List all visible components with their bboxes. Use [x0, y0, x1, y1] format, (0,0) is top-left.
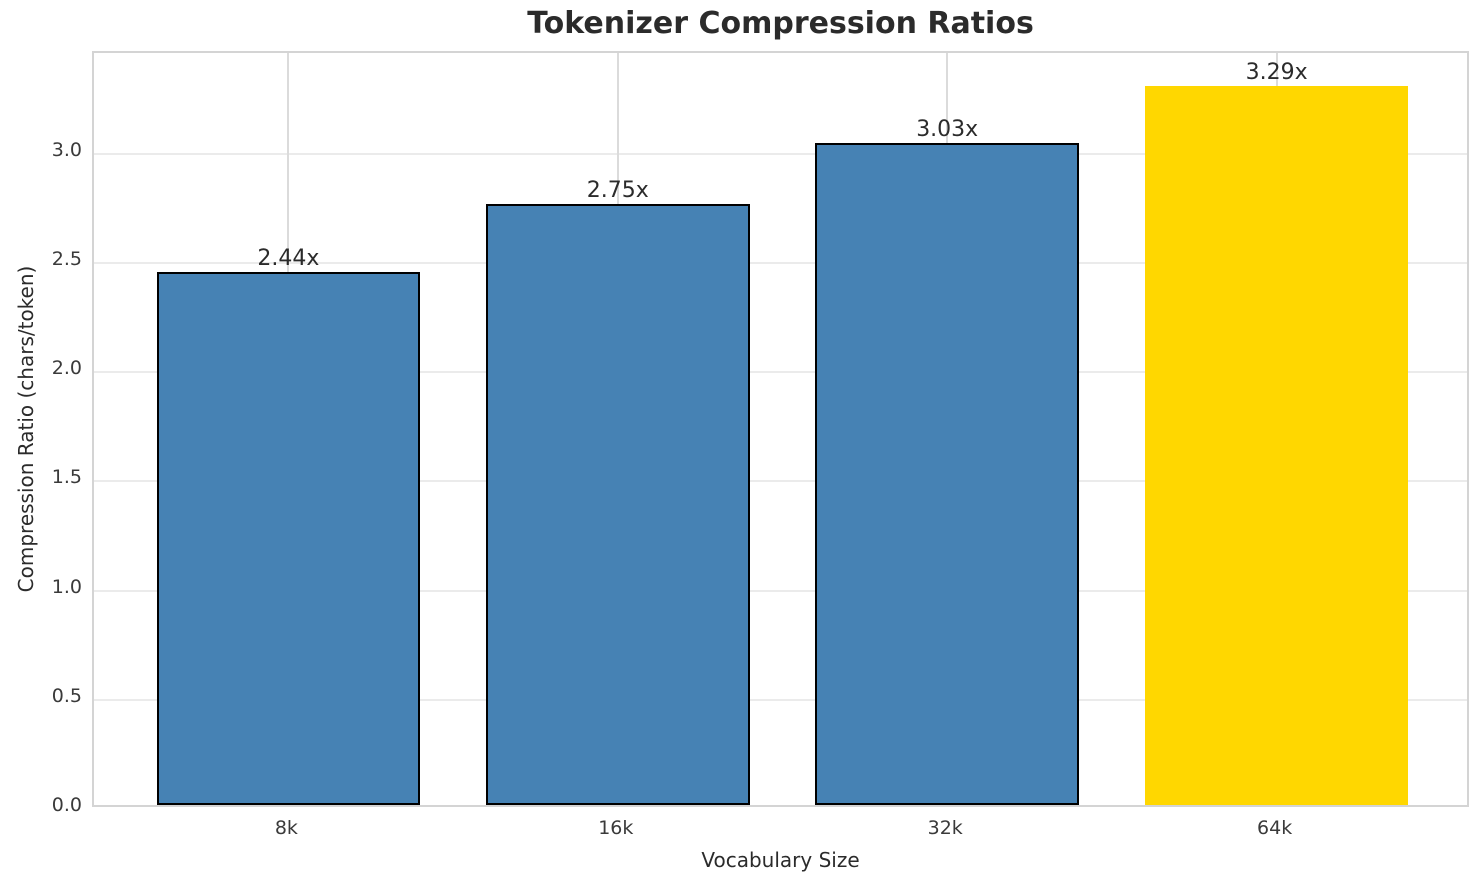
bar-16k [486, 204, 750, 805]
y-tick-label: 2.5 [51, 247, 82, 270]
plot-area: 2.44x 2.75x 3.03x 3.29x [92, 51, 1469, 807]
horizontal-gridline [94, 371, 1467, 373]
y-tick-label: 0.0 [51, 794, 82, 816]
y-tick-label: 1.0 [51, 575, 82, 598]
bar-value-label-8k: 2.44x [257, 245, 320, 271]
horizontal-gridline [94, 698, 1467, 701]
y-axis-label-text: Compression Ratio (chars/token) [14, 265, 38, 593]
x-tick-label-8k: 8k [274, 817, 298, 839]
horizontal-gridline [94, 152, 1467, 155]
x-tick-label-16k: 16k [598, 817, 634, 839]
y-tick-label: 2.0 [51, 357, 82, 379]
y-tick-label: 3.0 [51, 138, 82, 161]
bar-8k [156, 271, 421, 805]
bar-value-label-64k: 3.29x [1245, 60, 1308, 86]
y-tick-label: 1.5 [51, 466, 82, 489]
chart-title: Tokenizer Compression Ratios [527, 6, 1034, 41]
bar-64k [1144, 86, 1409, 805]
y-tick-label: 0.5 [51, 684, 82, 707]
horizontal-gridline [94, 589, 1467, 592]
horizontal-gridline [94, 480, 1467, 483]
bar-32k [815, 142, 1079, 805]
bar-value-label-16k: 2.75x [586, 178, 649, 204]
bar-value-label-32k: 3.03x [916, 116, 979, 142]
x-tick-label-64k: 64k [1257, 817, 1293, 839]
x-axis-label: Vocabulary Size [701, 848, 860, 872]
horizontal-gridline [94, 261, 1467, 264]
x-tick-label-32k: 32k [927, 817, 963, 839]
